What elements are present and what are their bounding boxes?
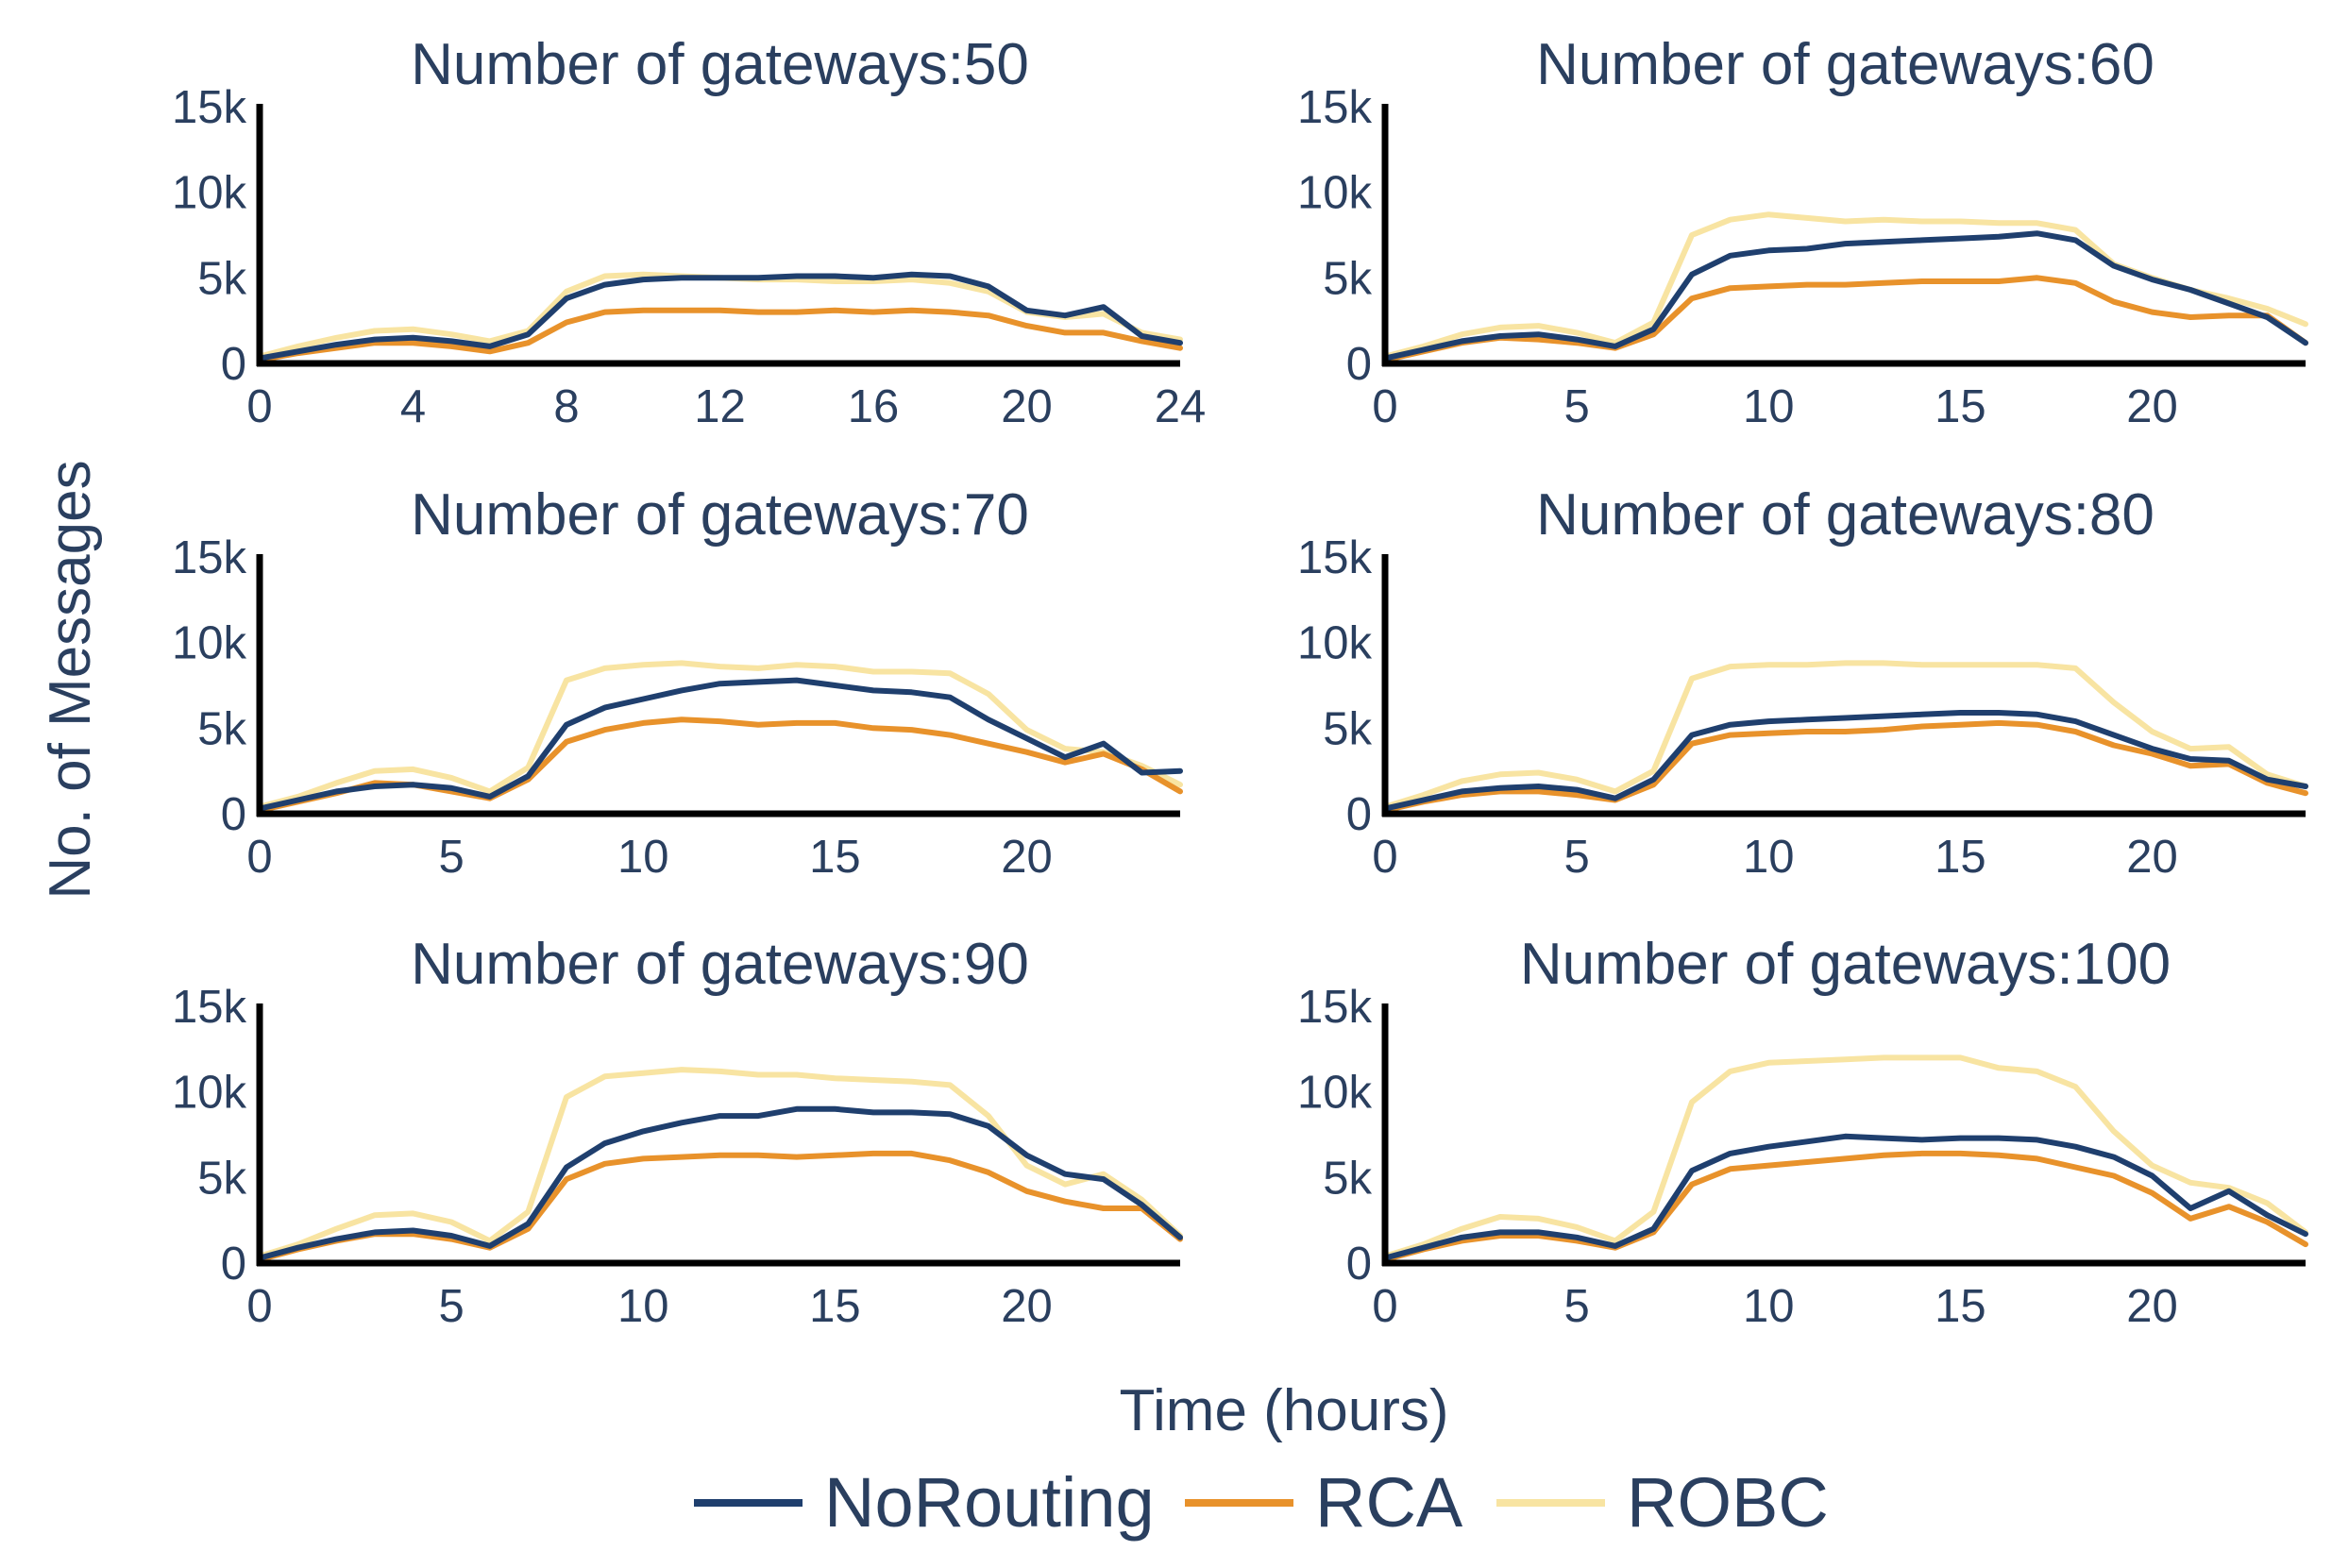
x-tick-label: 20 xyxy=(2126,381,2178,432)
y-axis-label: No. of Messages xyxy=(38,460,103,899)
y-tick-label: 15k xyxy=(1297,82,1373,133)
y-tick-label: 5k xyxy=(1323,1153,1372,1204)
x-tick-label: 20 xyxy=(2126,832,2178,883)
series-line-norouting xyxy=(1382,1133,2308,1261)
subplot-title: Number of gateways:70 xyxy=(411,482,1029,548)
subplot-3: Number of gateways:70 0 5k 10k 15k 0 5 10 15 20 xyxy=(172,482,1183,883)
y-tick-label: 15k xyxy=(172,532,247,583)
legend-label: ROBC xyxy=(1627,1463,1829,1542)
y-tick-label: 0 xyxy=(1346,1239,1372,1290)
legend-item-robc: ROBC xyxy=(1496,1463,1829,1542)
y-tick-label: 5k xyxy=(1323,703,1372,754)
series-line-norouting xyxy=(257,1105,1183,1261)
x-tick-label: 15 xyxy=(809,1281,861,1332)
subplot-title: Number of gateways:60 xyxy=(1536,32,2155,97)
subplot-2: Number of gateways:60 0 5k 10k 15k 0 5 10 15 20 xyxy=(1297,32,2308,432)
y-tick-label: 10k xyxy=(172,618,247,669)
series-line-robc xyxy=(1382,660,2308,810)
x-tick-label: 10 xyxy=(1743,832,1795,883)
y-tick-label: 10k xyxy=(172,1068,247,1119)
x-tick-label: 0 xyxy=(1372,381,1397,432)
series-line-norouting xyxy=(257,677,1183,812)
y-tick-label: 0 xyxy=(1346,339,1372,390)
x-tick-label: 10 xyxy=(1743,1281,1795,1332)
subplot-title: Number of gateways:90 xyxy=(411,932,1029,997)
x-tick-label: 5 xyxy=(1563,1281,1589,1332)
x-tick-label: 5 xyxy=(1563,381,1589,432)
series-line-rca xyxy=(1382,275,2308,363)
legend-item-norouting: NoRouting xyxy=(694,1463,1155,1542)
y-tick-label: 10k xyxy=(1297,168,1373,219)
x-tick-label: 0 xyxy=(1372,832,1397,883)
subplot-6: Number of gateways:100 0 5k 10k 15k 0 5 10 15 20 xyxy=(1297,932,2308,1332)
y-tick-label: 5k xyxy=(197,703,246,754)
y-tick-label: 15k xyxy=(1297,532,1373,583)
y-tick-label: 5k xyxy=(197,253,246,304)
x-tick-label: 10 xyxy=(617,1281,669,1332)
y-tick-label: 10k xyxy=(172,168,247,219)
series-line-rca xyxy=(257,1150,1183,1263)
series-line-robc xyxy=(257,1067,1183,1259)
legend-label: NoRouting xyxy=(824,1463,1155,1542)
subplot-5: Number of gateways:90 0 5k 10k 15k 0 5 10 15 20 xyxy=(172,932,1183,1332)
y-tick-label: 10k xyxy=(1297,618,1373,669)
subplot-title: Number of gateways:80 xyxy=(1536,482,2155,548)
series-line-robc xyxy=(1382,1054,2308,1259)
y-tick-label: 0 xyxy=(221,1239,246,1290)
x-tick-label: 5 xyxy=(1563,832,1589,883)
x-tick-label: 0 xyxy=(246,381,272,432)
x-tick-label: 10 xyxy=(617,832,669,883)
series-line-norouting xyxy=(257,271,1183,362)
subplot-title: Number of gateways:50 xyxy=(411,32,1029,97)
subplot-grid: Number of gateways:50 0 5k 10k 15k 0 4 8 12 16 20 2… xyxy=(172,32,2308,1332)
y-tick-label: 5k xyxy=(1323,253,1372,304)
x-tick-label: 4 xyxy=(400,381,426,432)
x-tick-label: 5 xyxy=(438,1281,464,1332)
x-tick-label: 10 xyxy=(1743,381,1795,432)
subplot-title: Number of gateways:100 xyxy=(1520,932,2171,997)
x-tick-label: 15 xyxy=(809,832,861,883)
series-line-norouting xyxy=(1382,710,2308,812)
legend: NoRouting RCA ROBC xyxy=(694,1463,1829,1542)
x-tick-label: 20 xyxy=(1001,381,1053,432)
x-tick-label: 0 xyxy=(246,832,272,883)
x-tick-label: 20 xyxy=(1001,1281,1053,1332)
y-tick-label: 5k xyxy=(197,1153,246,1204)
x-tick-label: 12 xyxy=(694,381,746,432)
y-tick-label: 0 xyxy=(221,789,246,840)
x-tick-label: 8 xyxy=(553,381,579,432)
series-line-norouting xyxy=(1382,230,2308,362)
x-tick-label: 15 xyxy=(1935,1281,1986,1332)
x-tick-label: 5 xyxy=(438,832,464,883)
x-tick-label: 0 xyxy=(246,1281,272,1332)
y-tick-label: 0 xyxy=(221,339,246,390)
y-tick-label: 0 xyxy=(1346,789,1372,840)
legend-label: RCA xyxy=(1315,1463,1463,1542)
series-line-rca xyxy=(257,307,1183,363)
x-axis-label: Time (hours) xyxy=(1119,1378,1448,1443)
x-tick-label: 20 xyxy=(1001,832,1053,883)
series-line-rca xyxy=(257,717,1183,814)
x-tick-label: 24 xyxy=(1155,381,1207,432)
y-tick-label: 15k xyxy=(1297,982,1373,1033)
legend-item-rca: RCA xyxy=(1185,1463,1463,1542)
x-tick-label: 20 xyxy=(2126,1281,2178,1332)
x-tick-label: 15 xyxy=(1935,832,1986,883)
x-tick-label: 15 xyxy=(1935,381,1986,432)
series-line-rca xyxy=(1382,719,2308,814)
series-line-robc xyxy=(257,660,1183,810)
x-tick-label: 0 xyxy=(1372,1281,1397,1332)
y-tick-label: 15k xyxy=(172,82,247,133)
x-tick-label: 16 xyxy=(848,381,900,432)
y-tick-label: 10k xyxy=(1297,1068,1373,1119)
subplot-1: Number of gateways:50 0 5k 10k 15k 0 4 8 12 16 20 2… xyxy=(172,32,1206,432)
series-line-rca xyxy=(1382,1150,2308,1263)
subplot-4: Number of gateways:80 0 5k 10k 15k 0 5 10 15 20 xyxy=(1297,482,2308,883)
y-tick-label: 15k xyxy=(172,982,247,1033)
